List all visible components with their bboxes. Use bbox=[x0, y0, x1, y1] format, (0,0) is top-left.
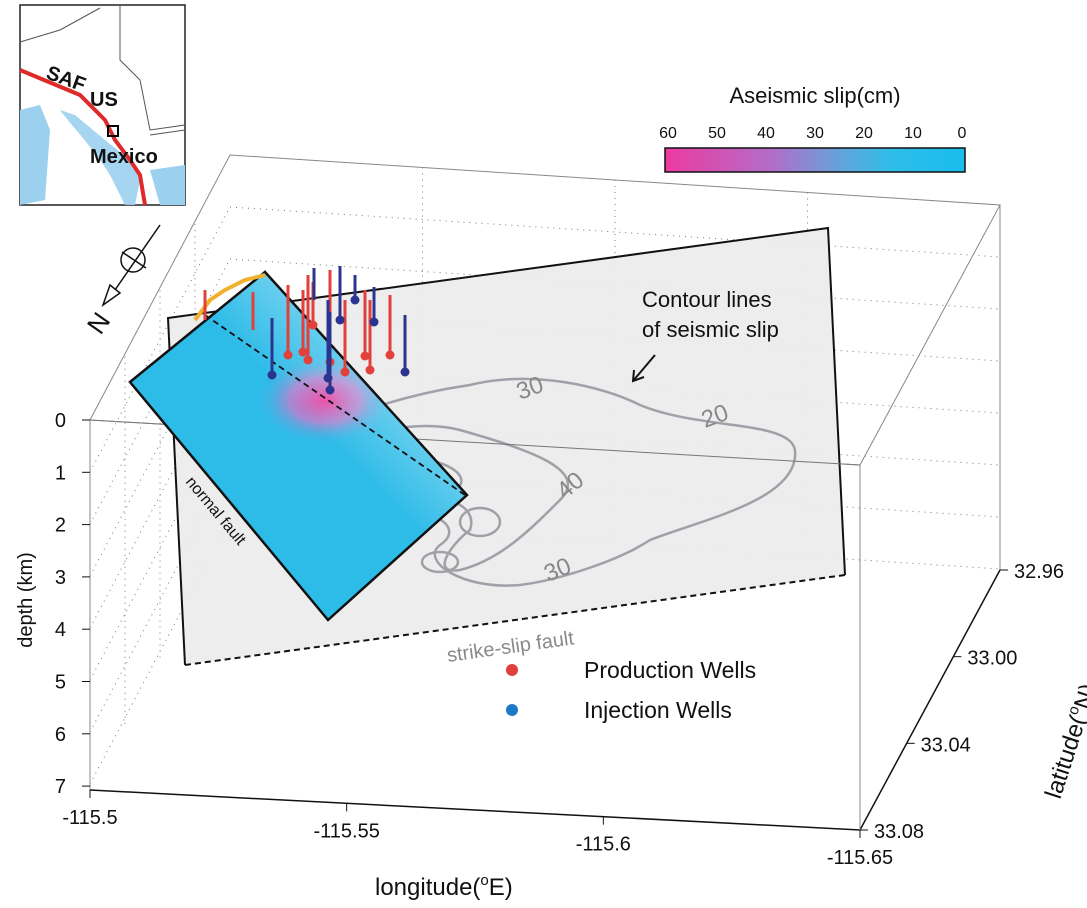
well-bottom bbox=[298, 347, 308, 357]
well-bottom bbox=[325, 385, 335, 395]
colorbar-tick-label: 0 bbox=[958, 125, 967, 142]
y-tick-label: 0 bbox=[55, 410, 66, 432]
y-tick-label: 1 bbox=[55, 462, 66, 484]
colorbar-tick-label: 30 bbox=[806, 125, 824, 142]
colorbar-tick-label: 10 bbox=[904, 125, 922, 142]
well-bottom bbox=[369, 317, 379, 327]
compass: N bbox=[81, 224, 161, 340]
x-tick-label: -115.6 bbox=[576, 834, 631, 856]
lat-tick-label: 33.04 bbox=[921, 734, 971, 756]
well-bottom bbox=[308, 320, 318, 330]
legend-marker bbox=[506, 664, 518, 676]
legend-label: Injection Wells bbox=[584, 697, 732, 723]
y-tick-label: 4 bbox=[55, 619, 66, 641]
well-bottom bbox=[360, 351, 370, 361]
lat-tick-label: 33.00 bbox=[967, 648, 1017, 670]
inset-map: SAF US Mexico bbox=[19, 4, 186, 206]
well-bottom bbox=[365, 365, 375, 375]
lat-tick-label: 32.96 bbox=[1014, 561, 1064, 583]
colorbar-tick-label: 40 bbox=[757, 125, 775, 142]
lat-tick-label: 33.08 bbox=[874, 821, 924, 843]
axis-title: longitude(oE) bbox=[375, 872, 513, 901]
y-tick-label: 6 bbox=[55, 724, 66, 746]
legend-label: Production Wells bbox=[584, 657, 756, 683]
colorbar-tick-label: 60 bbox=[659, 125, 677, 142]
axis-title-part: E) bbox=[489, 874, 513, 901]
well-bottom bbox=[400, 367, 410, 377]
well-bottom bbox=[283, 350, 293, 360]
colorbar-tick-label: 20 bbox=[855, 125, 873, 142]
x-tick-label: -115.5 bbox=[62, 807, 117, 829]
compass-label: N bbox=[81, 307, 116, 340]
x-tick-label: -115.65 bbox=[827, 847, 893, 869]
y-tick-label: 7 bbox=[55, 776, 66, 798]
well-bottom bbox=[335, 315, 345, 325]
wells bbox=[203, 266, 410, 395]
y-tick-label: 3 bbox=[55, 567, 66, 589]
well-bottom bbox=[385, 350, 395, 360]
axes: 0 1 2 3 4 5 6 7 -115.5 -115.55 -115.6 -115.65 32.96 3… bbox=[55, 410, 1064, 869]
legend-marker bbox=[506, 704, 518, 716]
inset-label: US bbox=[90, 89, 118, 111]
y-tick-label: 2 bbox=[55, 515, 66, 537]
x-tick-label: -115.55 bbox=[313, 820, 379, 842]
well-bottom bbox=[340, 367, 350, 377]
axis-title: latitude(oN) bbox=[1038, 680, 1087, 802]
axis-title-part: N) bbox=[1069, 680, 1087, 712]
annotation: strike-slip fault bbox=[446, 627, 576, 667]
colorbar-title: Aseismic slip(cm) bbox=[729, 83, 900, 108]
well-bottom bbox=[350, 295, 360, 305]
axis-title-part: longitude( bbox=[375, 874, 480, 901]
colorbar: Aseismic slip(cm) 60 50 40 30 20 10 0 bbox=[659, 83, 967, 173]
axis-title-part: o bbox=[480, 872, 488, 889]
normal-fault-plane bbox=[128, 270, 469, 622]
grid-line bbox=[229, 206, 1001, 258]
well-bottom bbox=[267, 370, 277, 380]
inset-label: Mexico bbox=[90, 146, 158, 168]
well-bottom bbox=[303, 355, 313, 365]
axis-title-part: latitude( bbox=[1040, 712, 1087, 802]
axis-title: depth (km) bbox=[15, 552, 37, 648]
y-tick-label: 5 bbox=[55, 672, 66, 694]
colorbar-tick-label: 50 bbox=[708, 125, 726, 142]
annotation: of seismic slip bbox=[642, 317, 779, 342]
annotation: Contour lines bbox=[642, 287, 772, 312]
legend: Production Wells Injection Wells bbox=[506, 657, 756, 723]
